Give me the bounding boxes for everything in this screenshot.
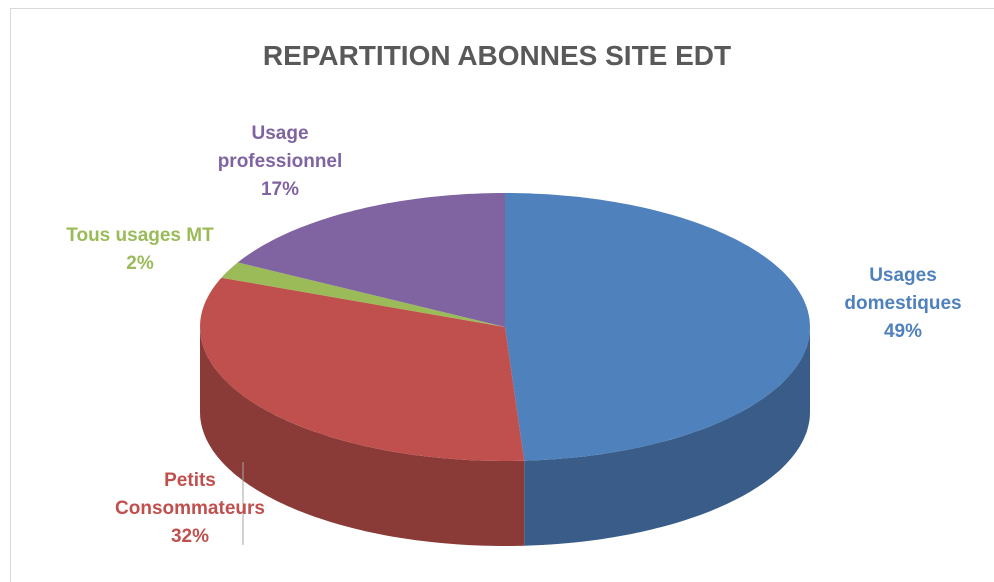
pie-slice bbox=[237, 193, 505, 327]
data-label: Petits Consommateurs 32% bbox=[115, 467, 265, 551]
pie-slice bbox=[221, 262, 505, 327]
category-name: Tous usages MT bbox=[66, 225, 214, 246]
chart-title: REPARTITION ABONNES SITE EDT bbox=[262, 40, 732, 71]
category-name: Petits Consommateurs bbox=[115, 470, 265, 519]
pie-slice-side bbox=[200, 327, 525, 546]
value-label: 49% bbox=[883, 321, 923, 342]
value-label: 17% bbox=[260, 179, 300, 200]
data-label: Tous usages MT 2% bbox=[40, 222, 240, 278]
value-label: 2% bbox=[126, 253, 154, 274]
value-label: 32% bbox=[170, 526, 210, 547]
data-label: Usage professionnel 17% bbox=[200, 120, 360, 204]
chart-border bbox=[10, 8, 994, 582]
pie-slice bbox=[200, 277, 525, 461]
category-name: Usage professionnel bbox=[217, 123, 343, 172]
pie-slice bbox=[505, 193, 810, 461]
category-name: Usages domestiques bbox=[844, 265, 962, 314]
pie-slice-side bbox=[524, 327, 810, 546]
data-label: Usages domestiques 49% bbox=[833, 262, 973, 346]
